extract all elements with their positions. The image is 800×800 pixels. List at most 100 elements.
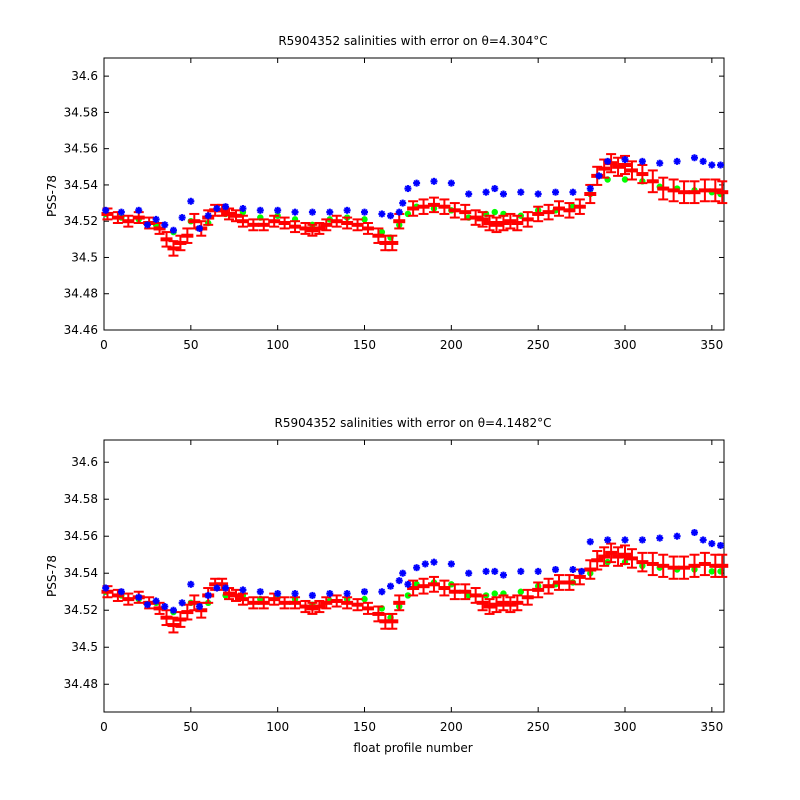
top-chart-star-d2 <box>552 189 559 196</box>
top-chart-star-d2 <box>144 221 151 228</box>
top-chart-star-d2 <box>178 214 186 221</box>
top-chart-red-errorbar <box>386 234 399 252</box>
bottom-chart-star-d2 <box>144 601 151 608</box>
bottom-chart-red-errorbar <box>511 594 524 612</box>
top-chart-red-errorbar <box>417 198 430 215</box>
bottom-chart-blue-point <box>447 560 455 568</box>
top-chart-plot-area: 0 50 100 150 200 250 300 350 34.46 34.48 34.5 34.52… <box>64 57 729 352</box>
bottom-chart-star-d2 <box>621 536 629 544</box>
bottom-chart-star-d2 <box>387 583 394 590</box>
bottom-chart-blue-point <box>404 580 412 588</box>
bottom-chart-star-d2 <box>422 560 429 568</box>
bottom-chart-blue-point <box>569 566 577 574</box>
bottom-chart-red-errorbar <box>698 551 711 577</box>
top-chart-blue-point <box>169 226 177 234</box>
top-chart-star-d2 <box>699 158 707 165</box>
bottom-chart-blue-point <box>256 588 264 596</box>
top-chart-blue-point <box>699 157 707 165</box>
top-chart-blue-point <box>378 210 386 218</box>
top-chart-green-point <box>378 228 386 236</box>
top-chart-red-errorbar <box>289 220 302 234</box>
bottom-chart-star-d2 <box>291 590 299 597</box>
top-chart-red-errorbar <box>341 216 354 230</box>
bottom-chart-green-point <box>404 592 412 599</box>
top-chart-red-errorbar <box>313 222 326 235</box>
bottom-chart-red-errorbar <box>716 553 729 578</box>
bottom-chart-blue-point <box>656 534 664 542</box>
bottom-chart-red-errorbar <box>678 555 691 580</box>
top-chart-red-errorbar <box>407 200 420 217</box>
bottom-chart-red-errorbar <box>289 596 302 610</box>
bottom-chart-red-errorbar <box>476 594 489 612</box>
top-chart-star-d2 <box>161 221 168 228</box>
top-chart-blue-point <box>690 154 698 162</box>
bottom-chart-red-errorbar <box>459 583 472 601</box>
bottom-chart-blue-point <box>102 584 110 592</box>
top-chart-blue-point <box>638 157 646 165</box>
top-chart-star-d2 <box>187 198 195 205</box>
bottom-chart-x-tick-label: 50 <box>183 720 198 734</box>
bottom-chart-y-tick-label: 34.48 <box>64 677 98 691</box>
top-chart-star-d2 <box>239 205 247 212</box>
bottom-chart-y-tick-label: 34.56 <box>64 529 98 543</box>
top-chart-red-errorbar <box>236 214 249 228</box>
top-chart-x-tick-label: 300 <box>614 338 637 352</box>
bottom-chart-y-tick-label: 34.52 <box>64 603 98 617</box>
bottom-chart-star-d2 <box>326 590 333 597</box>
top-chart-star-d2 <box>708 161 716 169</box>
bottom-chart-star-d2 <box>691 529 698 536</box>
top-chart-star-d2 <box>309 208 316 216</box>
top-chart-blue-point <box>399 199 407 207</box>
bottom-chart-star-d2 <box>717 542 724 549</box>
top-chart-red-errorbar <box>521 211 534 228</box>
bottom-chart-blue-point <box>326 590 334 598</box>
bottom-chart-star-d2 <box>274 590 281 597</box>
bottom-chart-blue-point <box>499 571 507 579</box>
top-chart-blue-point <box>361 208 369 216</box>
bottom-chart-green-point <box>708 568 716 575</box>
top-chart-star-d2 <box>691 154 698 161</box>
bottom-chart-star-d2 <box>378 588 386 595</box>
bottom-chart-star-d2 <box>404 581 412 588</box>
bottom-chart-red-errorbar <box>438 579 451 597</box>
bottom-chart-red-errorbar <box>257 596 270 610</box>
bottom-chart-blue-point <box>196 603 204 611</box>
bottom-chart-star-d2 <box>361 588 368 595</box>
top-chart-blue-point <box>517 188 525 196</box>
top-chart-star-d2 <box>569 189 577 196</box>
top-chart-blue-point <box>717 161 725 169</box>
bottom-chart-star-d2 <box>170 607 177 614</box>
bottom-chart-blue-point <box>187 580 195 588</box>
bottom-chart-blue-point <box>178 599 186 607</box>
bottom-chart-red-errorbar <box>667 555 680 580</box>
top-chart-star-d2 <box>430 178 438 185</box>
bottom-chart-red-errorbar <box>236 592 249 606</box>
top-chart-y-tick-label: 34.6 <box>71 69 98 83</box>
bottom-chart-blue-point <box>534 567 542 575</box>
bottom-chart-green-point <box>517 588 525 595</box>
bottom-chart-series-errorbar <box>101 542 729 634</box>
top-chart-title: R5904352 salinities with error on θ=4.30… <box>278 34 547 48</box>
bottom-chart-y-tick-label: 34.54 <box>64 566 98 580</box>
bottom-chart-red-errorbar <box>229 588 242 602</box>
top-chart-star-d2 <box>213 205 221 212</box>
top-chart-blue-point <box>708 161 716 169</box>
bottom-chart-star-d2 <box>604 536 611 544</box>
top-chart-star-d2 <box>257 207 264 214</box>
top-chart-red-errorbar <box>678 180 691 205</box>
bottom-chart-star-d2 <box>413 564 420 571</box>
bottom-chart-red-errorbar <box>122 592 135 606</box>
bottom-chart-star-d2 <box>205 592 212 599</box>
top-chart-blue-point <box>135 206 143 214</box>
top-chart-star-d2 <box>621 156 629 163</box>
top-chart-blue-point <box>213 205 221 213</box>
bottom-chart-blue-point <box>222 584 230 592</box>
bottom-chart-red-errorbar <box>532 581 545 599</box>
top-chart-red-errorbar <box>427 196 440 214</box>
top-chart-red-errorbar <box>459 203 472 221</box>
bottom-chart-star-d2 <box>708 540 716 547</box>
bottom-chart-star-d2 <box>578 568 585 575</box>
bottom-chart-green-point <box>491 590 498 597</box>
top-chart-red-errorbar <box>393 212 406 230</box>
top-chart-red-errorbar <box>247 218 260 232</box>
